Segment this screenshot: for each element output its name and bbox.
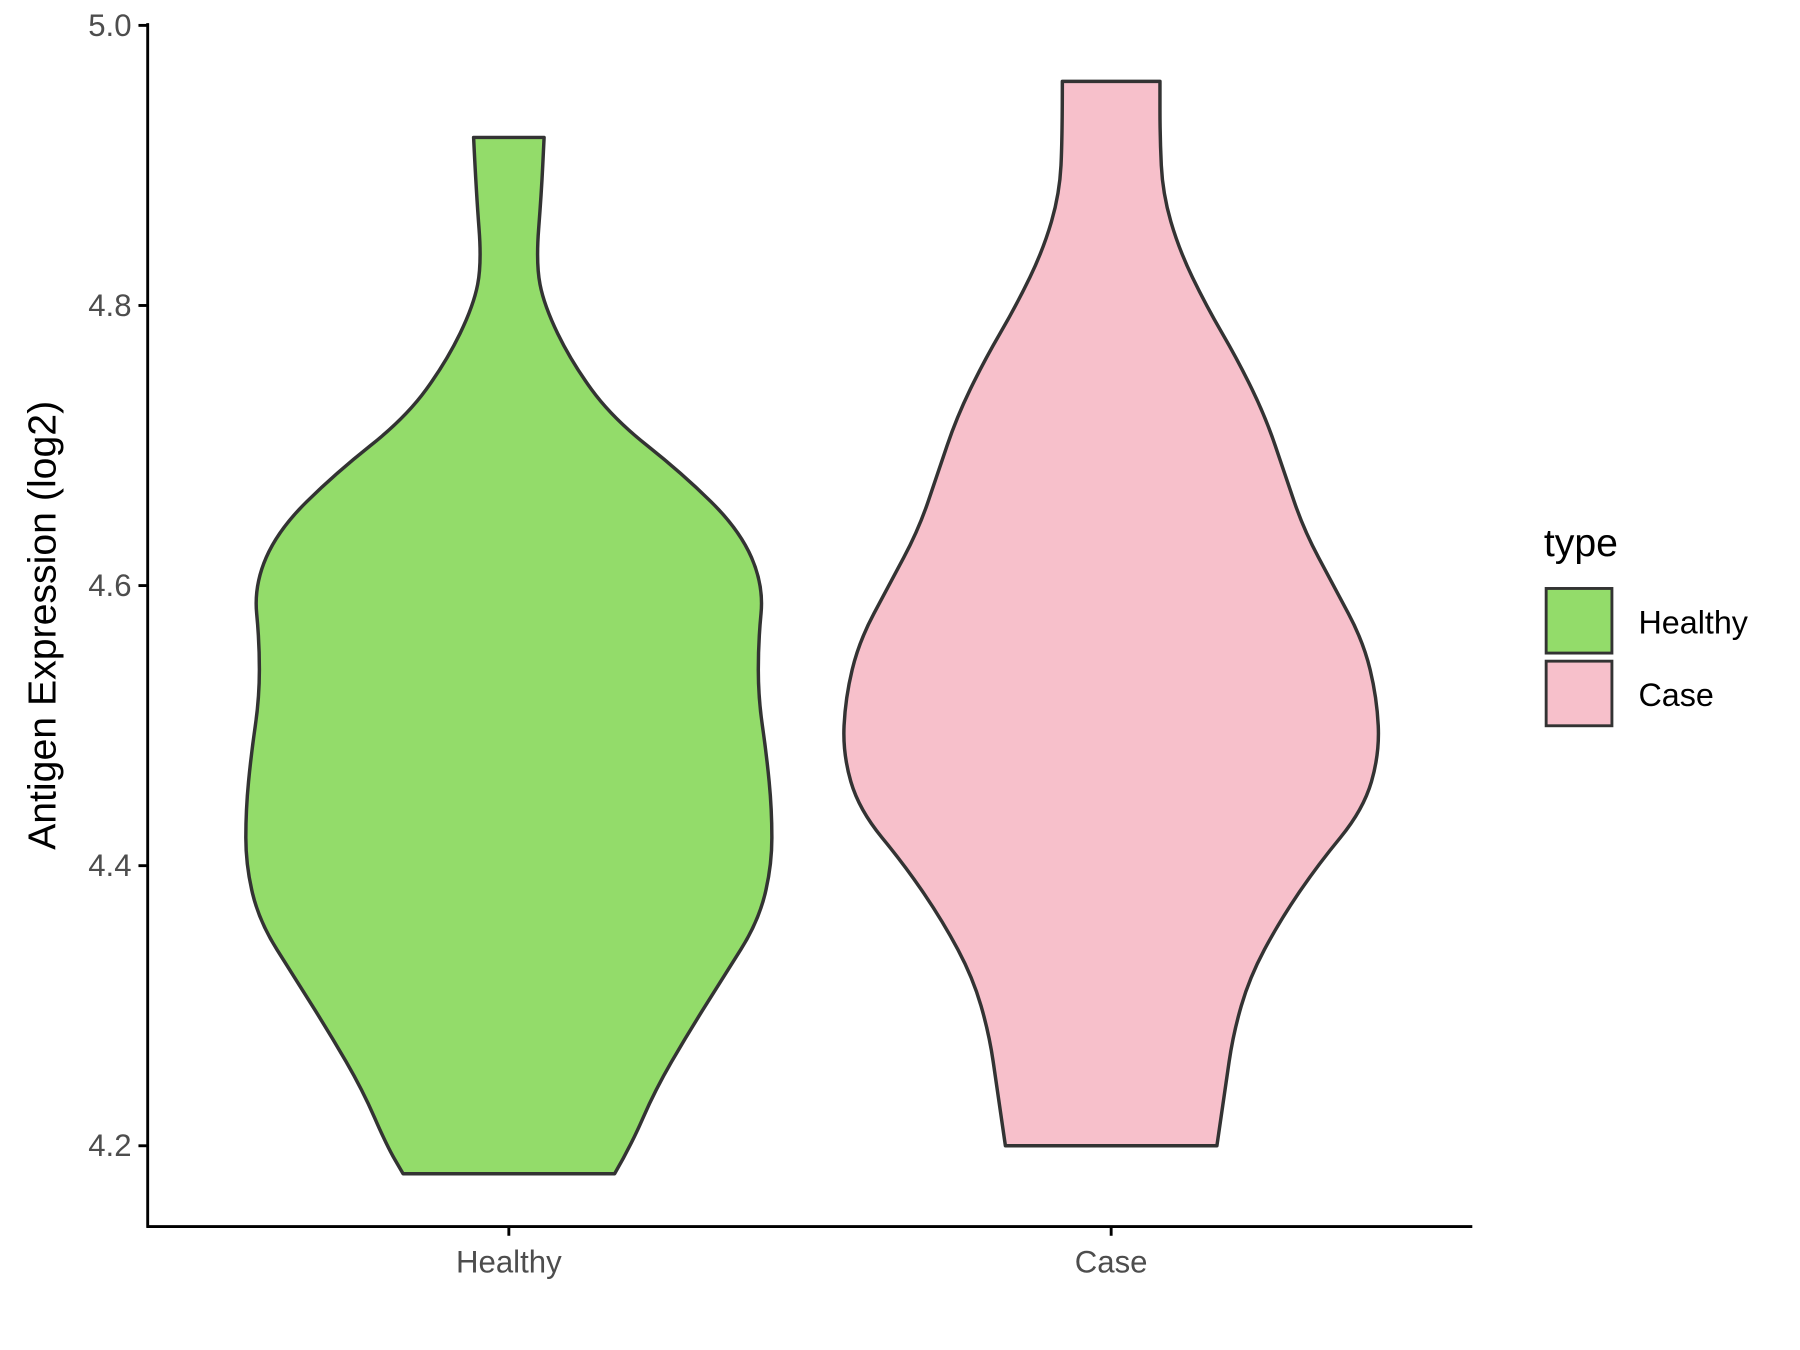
violins (244, 79, 1381, 1176)
legend-key-case (1544, 659, 1614, 728)
violin-case (842, 79, 1381, 1148)
y-axis-title: Antigen Expression (log2) (20, 401, 64, 850)
x-tick-label: Case (1075, 1245, 1148, 1280)
legend-title: type (1544, 521, 1618, 565)
x-ticks: Healthy Case (456, 1226, 1148, 1280)
legend-label-healthy: Healthy (1638, 604, 1748, 640)
x-tick-label: Healthy (456, 1245, 562, 1280)
legend-label-case: Case (1638, 677, 1713, 713)
y-tick-label: 4.8 (88, 288, 131, 323)
y-tick-label: 4.4 (88, 848, 131, 883)
y-ticks: 4.2 4.4 4.6 4.8 5.0 (88, 8, 148, 1163)
legend-key-healthy (1544, 587, 1614, 655)
y-tick-label: 5.0 (88, 8, 131, 43)
violin-healthy (244, 135, 774, 1176)
y-tick-label: 4.6 (88, 568, 131, 603)
legend: type Healthy Case (1544, 521, 1749, 728)
y-tick-label: 4.2 (88, 1128, 131, 1163)
